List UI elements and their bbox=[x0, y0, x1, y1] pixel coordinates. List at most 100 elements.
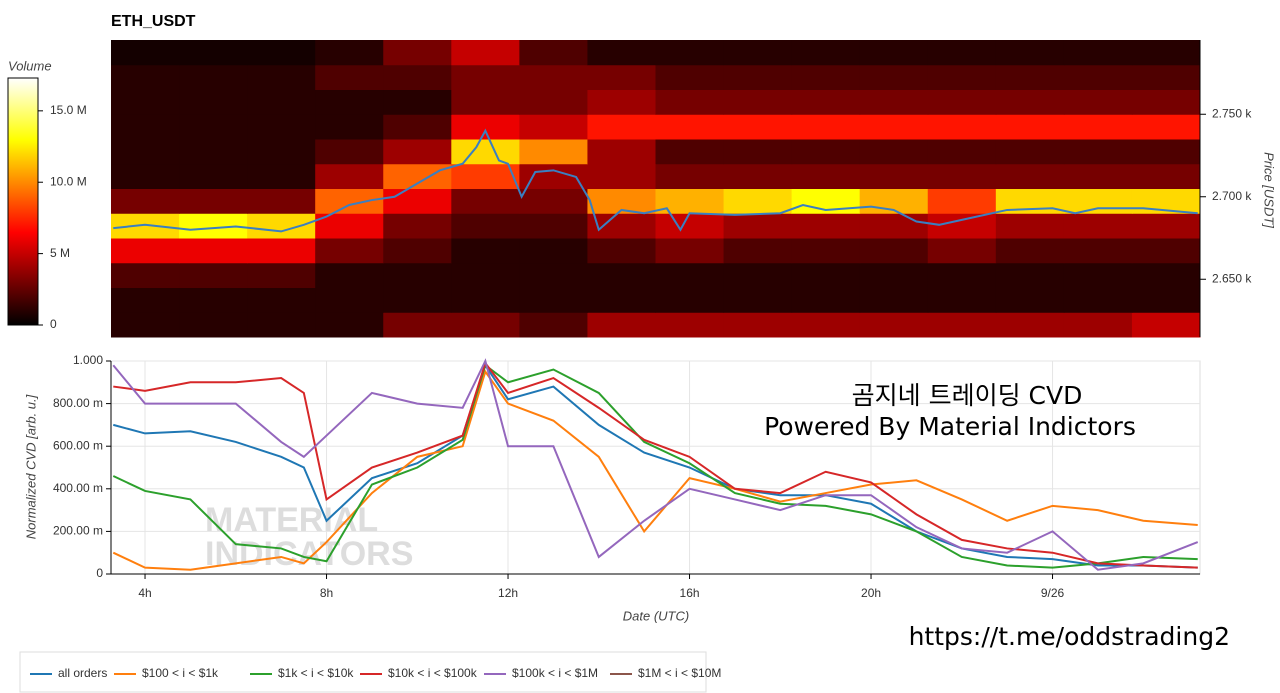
x-tick-label: 8h bbox=[320, 586, 333, 600]
heatmap-cell bbox=[655, 163, 725, 189]
heatmap-cell bbox=[315, 89, 384, 115]
heatmap-cell bbox=[519, 89, 588, 115]
series-line bbox=[113, 360, 1198, 569]
heatmap-cell bbox=[655, 262, 725, 288]
series-line bbox=[113, 362, 1198, 569]
heatmap-cell bbox=[247, 262, 316, 288]
watermark: MATERIAL bbox=[205, 501, 378, 539]
heatmap-cell bbox=[383, 89, 452, 115]
heatmap-cell bbox=[179, 64, 248, 90]
heatmap-cell bbox=[927, 213, 997, 239]
heatmap-cell bbox=[247, 89, 316, 115]
heatmap-cell bbox=[451, 213, 520, 239]
heatmap-cell bbox=[859, 287, 929, 313]
heatmap-cell bbox=[995, 262, 1065, 288]
heatmap-cell bbox=[451, 40, 520, 66]
heatmap-cell bbox=[111, 163, 180, 189]
x-tick-label: 4h bbox=[138, 586, 151, 600]
heatmap-cell bbox=[1063, 188, 1133, 214]
heatmap-cell bbox=[927, 40, 997, 66]
heatmap-cell bbox=[859, 262, 929, 288]
heatmap-cell bbox=[179, 262, 248, 288]
heatmap-cell bbox=[723, 312, 793, 338]
heatmap-cell bbox=[927, 64, 997, 90]
heatmap-cell bbox=[451, 262, 520, 288]
chart-title: ETH_USDT bbox=[111, 13, 196, 30]
heatmap-cell bbox=[179, 287, 248, 313]
series-line bbox=[112, 363, 1198, 569]
heatmap-cell bbox=[587, 213, 656, 239]
legend-label: $1k < i < $10k bbox=[278, 666, 354, 680]
x-tick-label: 16h bbox=[680, 586, 700, 600]
heatmap-cell bbox=[1063, 213, 1133, 239]
heatmap-cell bbox=[383, 163, 452, 189]
heatmap-cell bbox=[791, 114, 861, 140]
heatmap-cell bbox=[927, 163, 997, 189]
heatmap-cell bbox=[723, 188, 793, 214]
heatmap-cell bbox=[519, 213, 588, 239]
heatmap-cell bbox=[859, 163, 929, 189]
heatmap-cell bbox=[247, 312, 316, 338]
heatmap-cell bbox=[315, 287, 384, 313]
heatmap-cell bbox=[383, 114, 452, 140]
heatmap-cell bbox=[791, 238, 861, 264]
heatmap-cell bbox=[655, 188, 725, 214]
heatmap-cell bbox=[247, 287, 316, 313]
heatmap-cell bbox=[519, 238, 588, 264]
heatmap-cell bbox=[859, 89, 929, 115]
heatmap-cell bbox=[927, 188, 997, 214]
heatmap-cell bbox=[383, 188, 452, 214]
heatmap-cell bbox=[247, 238, 316, 264]
heatmap-cell bbox=[995, 213, 1065, 239]
heatmap-cell bbox=[723, 139, 793, 165]
heatmap-cell bbox=[655, 287, 725, 313]
heatmap-cell bbox=[315, 163, 384, 189]
heatmap-cell bbox=[1131, 287, 1201, 313]
heatmap-cell bbox=[723, 163, 793, 189]
y-axis-label: Normalized CVD [arb. u.] bbox=[23, 394, 38, 539]
heatmap-cell bbox=[111, 238, 180, 264]
heatmap-cell bbox=[995, 287, 1065, 313]
heatmap-cell bbox=[927, 238, 997, 264]
heatmap-cell bbox=[519, 262, 588, 288]
heatmap-cell bbox=[927, 89, 997, 115]
price-line bbox=[113, 128, 1198, 233]
y-tick-label: 2.700 k bbox=[1212, 189, 1252, 203]
heatmap-cell bbox=[995, 238, 1065, 264]
heatmap-cell bbox=[587, 238, 656, 264]
heatmap-cell bbox=[451, 64, 520, 90]
watermark: INDICATORS bbox=[205, 535, 413, 573]
y-tick-label: 400.00 m bbox=[53, 481, 103, 495]
heatmap-cell bbox=[519, 114, 588, 140]
heatmap-cell bbox=[1063, 262, 1133, 288]
heatmap-cell bbox=[587, 139, 656, 165]
heatmap-cell bbox=[859, 64, 929, 90]
heatmap-cell bbox=[451, 238, 520, 264]
heatmap-cell bbox=[111, 139, 180, 165]
heatmap-cell bbox=[655, 64, 725, 90]
heatmap-cell bbox=[655, 238, 725, 264]
heatmap-cell bbox=[1131, 89, 1201, 115]
heatmap-cell bbox=[315, 139, 384, 165]
heatmap-cell bbox=[1063, 64, 1133, 90]
heatmap-cell bbox=[1131, 64, 1201, 90]
colorbar-tick-label: 10.0 M bbox=[50, 174, 87, 188]
heatmap-cell bbox=[111, 213, 180, 239]
y-tick-label: 600.00 m bbox=[53, 438, 103, 452]
y-tick-label: 800.00 m bbox=[53, 396, 103, 410]
heatmap-cell bbox=[791, 163, 861, 189]
heatmap-cell bbox=[247, 163, 316, 189]
heatmap-cell bbox=[723, 89, 793, 115]
heatmap-cell bbox=[723, 40, 793, 66]
heatmap-cell bbox=[1131, 40, 1201, 66]
heatmap-cell bbox=[383, 139, 452, 165]
heatmap-cell bbox=[587, 40, 656, 66]
heatmap-cell bbox=[1131, 312, 1201, 338]
heatmap-cell bbox=[655, 312, 725, 338]
legend-label: $10k < i < $100k bbox=[388, 666, 478, 680]
series-line bbox=[112, 358, 1199, 571]
heatmap-cell bbox=[995, 114, 1065, 140]
heatmap-cell bbox=[723, 64, 793, 90]
heatmap-cell bbox=[451, 89, 520, 115]
heatmap-cell bbox=[587, 89, 656, 115]
